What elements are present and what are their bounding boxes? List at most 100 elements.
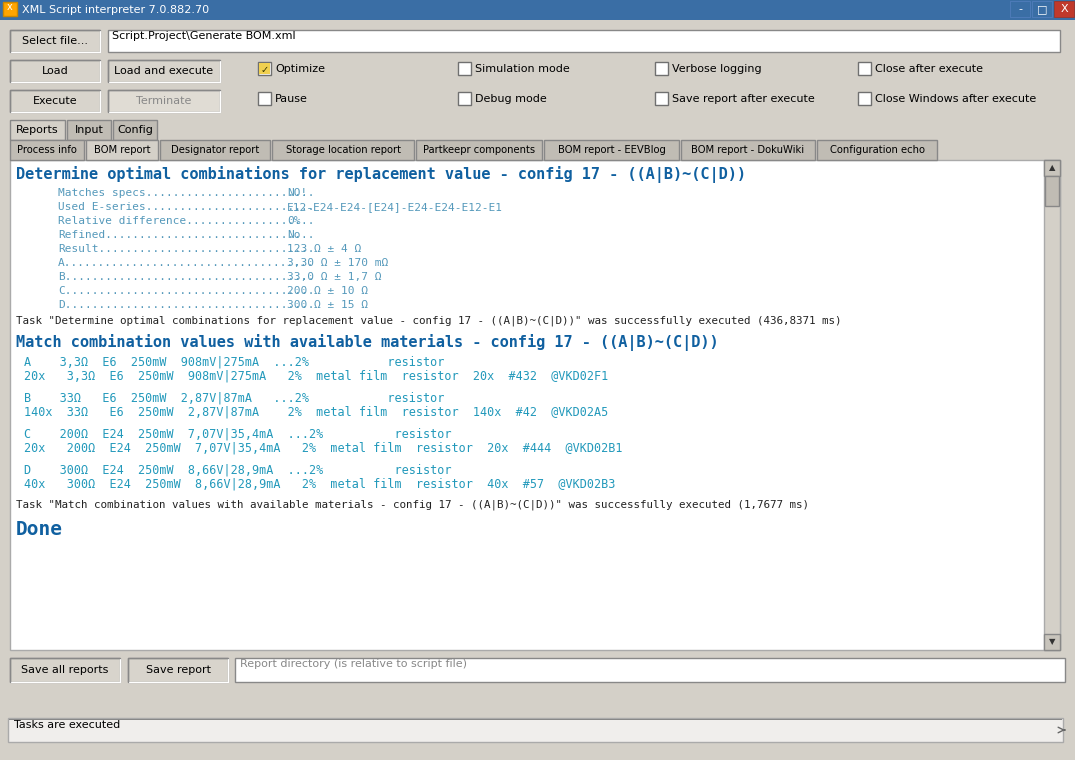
Bar: [10, 120, 64, 140]
Bar: [0, 0, 1075, 20]
Text: Matches specs.........................: Matches specs.........................: [58, 188, 315, 198]
Bar: [1044, 634, 1060, 650]
Text: BOM report: BOM report: [94, 145, 150, 155]
Bar: [272, 140, 414, 160]
Bar: [10, 90, 100, 112]
Bar: [113, 120, 157, 140]
Text: Debug mode: Debug mode: [475, 94, 547, 104]
Text: Terminate: Terminate: [137, 96, 191, 106]
Bar: [10, 140, 84, 160]
Text: -: -: [1018, 4, 1022, 14]
Text: Determine optimal combinations for replacement value - config 17 - ((A|B)~(C|D)): Determine optimal combinations for repla…: [16, 166, 746, 183]
Bar: [108, 90, 220, 112]
Text: Load: Load: [42, 66, 69, 76]
Text: 300 Ω ± 15 Ω: 300 Ω ± 15 Ω: [287, 300, 368, 310]
Bar: [108, 60, 220, 82]
Text: Reports: Reports: [16, 125, 59, 135]
Bar: [0, 655, 1075, 705]
Text: Used E-series.........................: Used E-series.........................: [58, 202, 315, 212]
Text: Close after execute: Close after execute: [875, 64, 983, 74]
Text: ✓: ✓: [260, 65, 269, 74]
Text: Script.Project\Generate BOM.xml: Script.Project\Generate BOM.xml: [112, 31, 296, 41]
Text: Close Windows after execute: Close Windows after execute: [875, 94, 1036, 104]
Bar: [1032, 1, 1052, 17]
Text: Partkeepr components: Partkeepr components: [422, 145, 535, 155]
Text: Result................................: Result................................: [58, 244, 315, 254]
Text: A    3,3Ω  E6  250mW  908mV|275mA  ...2%           resistor: A 3,3Ω E6 250mW 908mV|275mA ...2% resist…: [24, 356, 444, 369]
Bar: [655, 92, 668, 105]
Text: Verbose logging: Verbose logging: [672, 64, 761, 74]
Text: 40x   300Ω  E24  250mW  8,66V|28,9mA   2%  metal film  resistor  40x  #57  @VKD0: 40x 300Ω E24 250mW 8,66V|28,9mA 2% metal…: [24, 478, 615, 491]
Bar: [258, 92, 271, 105]
Text: Save all reports: Save all reports: [22, 665, 109, 675]
Text: ▲: ▲: [1049, 163, 1056, 173]
Text: B.....................................: B.....................................: [58, 272, 315, 282]
Text: Load and execute: Load and execute: [114, 66, 214, 76]
Bar: [544, 140, 679, 160]
Bar: [258, 62, 271, 75]
Text: A.....................................: A.....................................: [58, 258, 315, 268]
Text: Process info: Process info: [17, 145, 77, 155]
Text: 200 Ω ± 10 Ω: 200 Ω ± 10 Ω: [287, 286, 368, 296]
Text: Execute: Execute: [32, 96, 77, 106]
Bar: [9, 719, 1062, 720]
Text: Optimize: Optimize: [275, 64, 325, 74]
Text: D    300Ω  E24  250mW  8,66V|28,9mA  ...2%          resistor: D 300Ω E24 250mW 8,66V|28,9mA ...2% resi…: [24, 464, 451, 477]
Text: 0%: 0%: [287, 216, 300, 226]
Text: Save report: Save report: [145, 665, 211, 675]
Bar: [680, 140, 815, 160]
Bar: [10, 160, 1060, 650]
Text: C.....................................: C.....................................: [58, 286, 315, 296]
Text: Match combination values with available materials - config 17 - ((A|B)~(C|D)): Match combination values with available …: [16, 334, 718, 351]
Text: 33,0 Ω ± 1,7 Ω: 33,0 Ω ± 1,7 Ω: [287, 272, 382, 282]
Bar: [458, 92, 471, 105]
Bar: [86, 140, 158, 160]
Text: BOM report - DokuWiki: BOM report - DokuWiki: [691, 145, 804, 155]
Bar: [1044, 160, 1060, 650]
Text: 20x   200Ω  E24  250mW  7,07V|35,4mA   2%  metal film  resistor  20x  #444  @VKD: 20x 200Ω E24 250mW 7,07V|35,4mA 2% metal…: [24, 442, 622, 455]
Text: Refined...............................: Refined...............................: [58, 230, 315, 240]
Bar: [67, 120, 111, 140]
Bar: [858, 92, 871, 105]
Text: Designator report: Designator report: [171, 145, 259, 155]
Text: No: No: [287, 230, 300, 240]
Text: Config: Config: [117, 125, 153, 135]
Text: Pause: Pause: [275, 94, 307, 104]
Text: Input: Input: [74, 125, 103, 135]
Text: Simulation mode: Simulation mode: [475, 64, 570, 74]
Text: Task "Determine optimal combinations for replacement value - config 17 - ((A|B)~: Task "Determine optimal combinations for…: [16, 316, 842, 327]
Text: Tasks are executed: Tasks are executed: [14, 720, 120, 730]
Bar: [416, 140, 542, 160]
Text: Report directory (is relative to script file): Report directory (is relative to script …: [240, 659, 467, 669]
Bar: [1010, 1, 1030, 17]
Bar: [10, 658, 120, 682]
Bar: [817, 140, 937, 160]
Bar: [458, 62, 471, 75]
Bar: [1054, 1, 1074, 17]
Text: ▼: ▼: [1049, 638, 1056, 647]
Text: 20x   3,3Ω  E6  250mW  908mV|275mA   2%  metal film  resistor  20x  #432  @VKD02: 20x 3,3Ω E6 250mW 908mV|275mA 2% metal f…: [24, 370, 608, 383]
Text: E12-E24-E24-[E24]-E24-E24-E12-E1: E12-E24-E24-[E24]-E24-E24-E12-E1: [287, 202, 503, 212]
Bar: [655, 62, 668, 75]
Bar: [1045, 176, 1059, 206]
Text: 123 Ω ± 4 Ω: 123 Ω ± 4 Ω: [287, 244, 361, 254]
Bar: [8, 718, 1063, 742]
Text: Save report after execute: Save report after execute: [672, 94, 815, 104]
Text: Select file...: Select file...: [22, 36, 88, 46]
Text: BOM report - EEVBlog: BOM report - EEVBlog: [558, 145, 665, 155]
Text: B    33Ω   E6  250mW  2,87V|87mA   ...2%           resistor: B 33Ω E6 250mW 2,87V|87mA ...2% resistor: [24, 392, 444, 405]
Text: Storage location report: Storage location report: [286, 145, 401, 155]
Text: Task "Match combination values with available materials - config 17 - ((A|B)~(C|: Task "Match combination values with avai…: [16, 500, 809, 511]
Bar: [160, 140, 270, 160]
Text: Configuration echo: Configuration echo: [830, 145, 924, 155]
Bar: [0, 710, 1075, 760]
Bar: [10, 60, 100, 82]
Text: 3,30 Ω ± 170 mΩ: 3,30 Ω ± 170 mΩ: [287, 258, 388, 268]
Text: C    200Ω  E24  250mW  7,07V|35,4mA  ...2%          resistor: C 200Ω E24 250mW 7,07V|35,4mA ...2% resi…: [24, 428, 451, 441]
Text: X: X: [1060, 4, 1067, 14]
Text: XML Script interpreter 7.0.882.70: XML Script interpreter 7.0.882.70: [22, 5, 210, 15]
Text: □: □: [1036, 4, 1047, 14]
Bar: [108, 30, 1060, 52]
Text: D.....................................: D.....................................: [58, 300, 315, 310]
Text: x: x: [8, 2, 13, 12]
